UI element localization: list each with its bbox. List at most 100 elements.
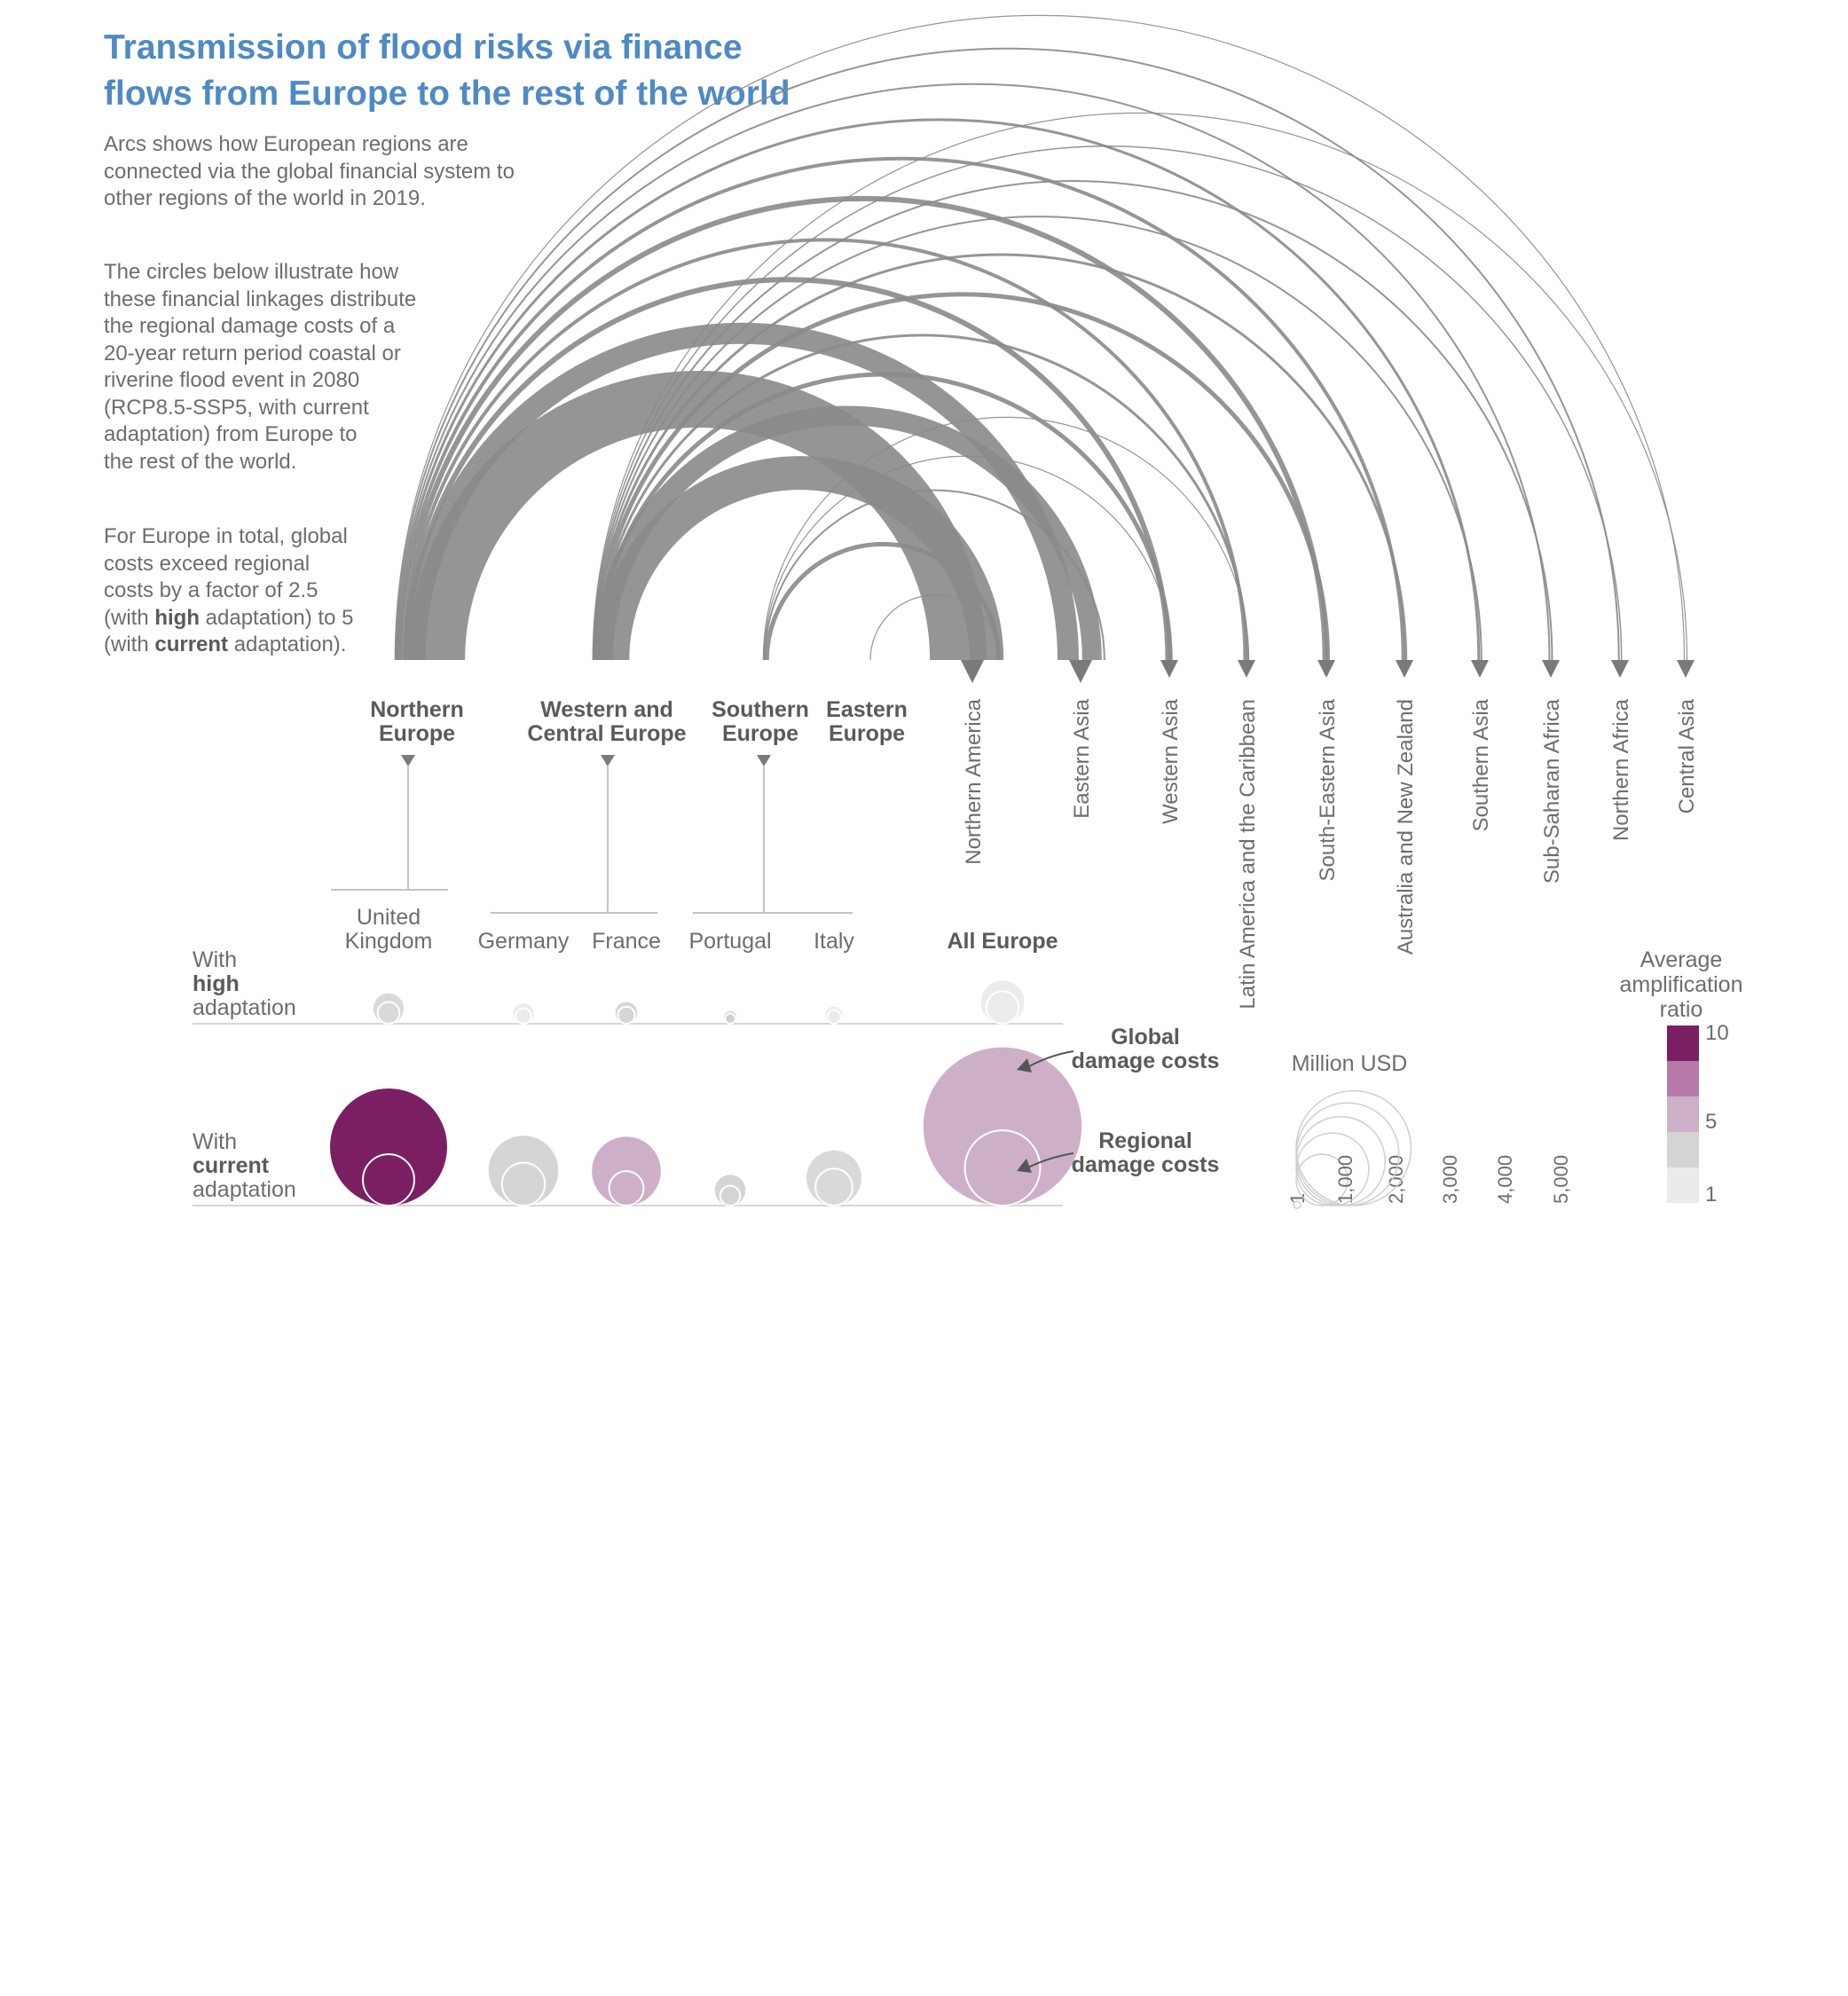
size-legend-label-4-000: 4,000 — [1494, 1155, 1516, 1204]
legend-layer: Million USD 1 1,000 2,000 3,000 4,000 5,000 Ave… — [1286, 947, 1743, 1209]
size-legend-circle-2-000 — [1295, 1132, 1370, 1206]
country-label-united-kingdom-2: Kingdom — [345, 929, 433, 954]
row-label-current-b: current — [193, 1153, 270, 1178]
size-legend-circle-5-000 — [1295, 1089, 1412, 1206]
arc-western-to-western-asia — [596, 372, 1173, 661]
intro-p3-line-4: (with high adaptation) to 5 — [104, 605, 353, 633]
arrowhead-northern-africa — [1611, 660, 1629, 678]
arc-northern-to-southern-asia — [397, 118, 1481, 661]
portugal-current-regional-circle — [719, 1184, 742, 1206]
united-kingdom-high-regional-circle — [376, 1001, 401, 1026]
arrowhead-sub-saharan-africa — [1542, 660, 1560, 678]
france-current-regional-circle — [608, 1170, 645, 1206]
size-legend-label-2-000: 2,000 — [1385, 1155, 1407, 1204]
color-legend-swatch-2 — [1667, 1061, 1699, 1096]
intro-p2-line-2: these financial linkages distribute — [104, 287, 417, 311]
italy-current-global-circle — [806, 1150, 862, 1206]
arrowhead-south-eastern-asia — [1317, 660, 1335, 678]
color-legend-tick-5: 5 — [1705, 1110, 1717, 1134]
arc-southern-to-eastern-asia — [764, 490, 1105, 661]
intro-p3-l5a: (with — [104, 633, 155, 656]
labels-layer: Northern America Eastern Asia Western Asia… — [331, 697, 1699, 1010]
color-legend-swatch-1 — [1667, 1026, 1699, 1061]
country-label-france: France — [592, 929, 661, 954]
source-label-northern-2: Europe — [379, 721, 455, 746]
annotation-regional-2: damage costs — [1072, 1152, 1220, 1177]
destination-label-northern-africa: Northern Africa — [1609, 698, 1633, 841]
arrowhead-central-asia — [1677, 660, 1695, 678]
arc-northern-to-south-eastern-asia — [399, 195, 1328, 661]
destination-label-south-eastern-asia: South-Eastern Asia — [1316, 698, 1340, 881]
country-label-united-kingdom-1: United — [357, 905, 421, 930]
title-line-1: Transmission of flood risks via finance — [104, 28, 743, 67]
annotation-global-1: Global — [1111, 1025, 1180, 1049]
italy-high-regional-circle — [826, 1009, 842, 1025]
source-label-southern-1: Southern — [712, 697, 809, 722]
france-high-regional-circle — [617, 1005, 636, 1026]
germany-high-regional-circle — [515, 1007, 532, 1026]
arc-western-to-central-asia — [592, 112, 1688, 661]
color-legend-swatch-3 — [1667, 1096, 1699, 1132]
all-europe-label: All Europe — [947, 929, 1058, 954]
intro-paragraph-1: Arcs shows how European regions are conn… — [104, 131, 515, 213]
source-label-southern-2: Europe — [722, 721, 798, 746]
united-kingdom-high-global-circle — [373, 993, 405, 1025]
intro-p2-line-7: adaptation) from Europe to — [104, 422, 358, 446]
arc-northern-to-central-asia — [394, 14, 1686, 661]
france-high-global-circle — [615, 1002, 638, 1024]
arrowhead-western-asia — [1160, 660, 1178, 678]
intro-paragraph-3: For Europe in total, global costs exceed… — [104, 523, 353, 659]
western-pointer — [601, 755, 615, 766]
arc-southern-to-northern-america — [764, 541, 1002, 661]
source-label-western-2: Central Europe — [527, 721, 686, 746]
destination-label-latin-america-and-the-caribbean: Latin America and the Caribbean — [1236, 699, 1260, 1010]
size-legend-circle-1-000 — [1295, 1153, 1349, 1206]
source-label-northern-1: Northern — [370, 697, 464, 722]
arc-western-to-sub-saharan-africa — [593, 179, 1553, 661]
intro-p3-line-3: costs by a factor of 2.5 — [104, 578, 318, 602]
intro-p2-line-3: the regional damage costs of a — [104, 314, 396, 338]
source-label-western-1: Western and — [540, 697, 673, 722]
destination-label-eastern-asia: Eastern Asia — [1070, 698, 1094, 818]
arc-western-to-northern-america — [595, 456, 1004, 661]
infographic-title: Transmission of flood risks via finance … — [104, 25, 902, 117]
intro-p3-l5c: adaptation). — [228, 633, 347, 656]
all-europe-current-regional-circle — [963, 1129, 1042, 1207]
country-label-portugal: Portugal — [688, 929, 771, 954]
intro-p3-current-emphasis: current — [154, 633, 229, 656]
color-legend-tick-10: 10 — [1705, 1021, 1729, 1045]
row-label-current-a: With — [193, 1129, 237, 1154]
northern-pointer — [401, 755, 415, 766]
intro-p2-line-8: the rest of the world. — [104, 449, 297, 474]
annotation-regional-arrowhead — [1017, 1159, 1032, 1173]
intro-p3-l4c: adaptation) to 5 — [200, 605, 354, 630]
color-legend-tick-1: 1 — [1705, 1183, 1717, 1206]
portugal-current-global-circle — [714, 1175, 746, 1206]
size-legend-circle-1 — [1293, 1200, 1301, 1209]
germany-high-global-circle — [513, 1002, 534, 1024]
intro-p3-line-1: For Europe in total, global — [104, 524, 348, 548]
arrowhead-latin-america-and-the-caribbean — [1238, 660, 1255, 678]
row-label-high-b: high — [193, 971, 240, 996]
united-kingdom-current-regional-circle — [362, 1153, 415, 1207]
arc-northern-to-latin-america-and-the-caribbean — [403, 239, 1247, 661]
color-legend-title-3: ratio — [1660, 997, 1703, 1022]
arc-western-to-latin-america-and-the-caribbean — [596, 334, 1249, 661]
destination-label-australia-and-new-zealand: Australia and New Zealand — [1394, 699, 1418, 955]
intro-p3-line-2: costs exceed regional — [104, 551, 311, 576]
size-legend-label-3-000: 3,000 — [1439, 1155, 1461, 1204]
arc-western-to-southern-asia — [593, 216, 1482, 661]
all-europe-current-global-circle — [923, 1047, 1082, 1206]
arc-northern-to-northern-africa — [396, 49, 1619, 660]
row-label-high-c: adaptation — [193, 995, 296, 1020]
size-legend-label-5-000: 5,000 — [1550, 1155, 1572, 1204]
arc-western-to-south-eastern-asia — [594, 292, 1331, 661]
destination-label-southern-asia: Southern Asia — [1469, 698, 1493, 831]
italy-current-regional-circle — [814, 1167, 853, 1207]
intro-p2-line-5: riverine flood event in 2080 — [104, 368, 360, 392]
color-legend-title-2: amplification — [1620, 972, 1743, 997]
germany-current-global-circle — [488, 1136, 559, 1206]
arc-southern-to-latin-america-and-the-caribbean — [762, 416, 1250, 661]
all-europe-high-global-circle — [980, 980, 1025, 1025]
